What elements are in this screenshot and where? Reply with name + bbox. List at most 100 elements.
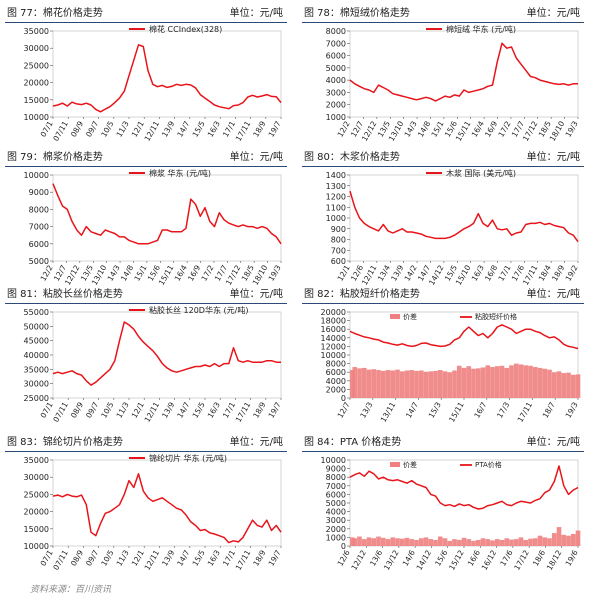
plot-frame: [52, 30, 282, 118]
spread-bar: [414, 370, 419, 398]
x-tick-label: 15/3: [427, 400, 443, 419]
y-tick-label: 7000: [29, 223, 49, 232]
y-tick-label: 2000: [326, 525, 346, 534]
spread-bar: [437, 536, 443, 546]
x-tick-label: 12/11: [143, 119, 162, 142]
chart-panel-nylon-chip: 图 83：锦纶切片价格走势 单位：元/吨 10000 15000 20000 2500…: [5, 435, 287, 575]
x-tick-label: 15/1: [429, 119, 445, 138]
x-tick-label: 11/3: [115, 119, 131, 138]
legend-label: 锦纶切片 华东 (元/吨): [149, 453, 227, 463]
spread-bar: [509, 539, 514, 546]
y-tick-label: 1100: [326, 203, 346, 212]
unit-label: 单位：元/吨: [229, 8, 283, 19]
unit-label: 单位：元/吨: [229, 289, 283, 300]
line-chart: 10000150002000025000300003500007/107/110…: [24, 453, 283, 572]
panel-header: 图 82：粘胶短纤价格走势 单位：元/吨: [302, 287, 584, 304]
y-tick-label: 25000: [24, 490, 49, 499]
x-tick-label: 18/9: [251, 119, 267, 138]
spread-bar: [556, 527, 562, 546]
line-chart: 6007008009001000110012001300140012/112/6…: [326, 168, 580, 287]
spread-bar: [485, 365, 491, 398]
x-tick-label: 13/3: [358, 400, 374, 419]
spread-bar: [537, 367, 543, 398]
spread-bar: [485, 539, 491, 546]
spread-bar: [395, 369, 400, 398]
y-tick-label: 10000: [24, 113, 49, 122]
x-tick-label: 18/12: [545, 548, 564, 571]
spread-bar: [428, 539, 434, 546]
x-tick-label: 13/9: [160, 548, 176, 567]
spread-bar: [423, 371, 429, 398]
spread-bar: [414, 539, 419, 546]
x-tick-label: 17/12: [512, 548, 531, 571]
legend-label-price: PTA价格: [475, 460, 502, 469]
chart-panel-viscose-staple: 图 82：粘胶短纤价格走势 单位：元/吨 0 2000 4000 6000 8000 10…: [302, 287, 584, 427]
x-tick-label: 08/9: [69, 119, 85, 138]
spread-bar: [575, 374, 581, 398]
x-tick-label: 17/11: [234, 119, 253, 142]
y-tick-label: 10000: [24, 171, 49, 180]
spread-bar: [461, 537, 467, 546]
line-chart: 0200040006000800010000120001400016000180…: [321, 308, 581, 424]
x-tick-label: 08/9: [69, 548, 85, 567]
y-tick-label: 6000: [326, 368, 346, 377]
y-tick-label: 16000: [321, 325, 346, 334]
y-tick-label: 25000: [24, 394, 49, 403]
x-tick-label: 16/9: [483, 119, 499, 138]
spread-bar: [461, 367, 467, 398]
y-tick-label: 6000: [29, 240, 49, 249]
series-line: [52, 44, 282, 113]
spread-bar: [504, 538, 510, 546]
spread-bar: [575, 530, 581, 546]
y-tick-label: 800: [331, 236, 346, 245]
x-tick-label: 13/9: [160, 119, 176, 138]
series-line: [349, 465, 579, 510]
x-tick-label: 14/3: [106, 263, 122, 282]
x-tick-label: 13/6: [368, 548, 384, 567]
spread-bar: [542, 368, 548, 398]
series-line: [52, 183, 282, 245]
spread-bar: [518, 537, 524, 546]
y-tick-label: 1000: [326, 214, 346, 223]
panel-header: 图 77：棉花价格走势 单位：元/吨: [5, 6, 287, 23]
x-tick-label: 15/5: [191, 400, 207, 419]
x-tick-label: 18/6: [531, 548, 547, 567]
spread-bar: [390, 370, 396, 398]
spread-bar: [357, 368, 362, 398]
line-chart: 2500030000350004000045000500005500007/10…: [24, 305, 283, 424]
y-tick-label: 3000: [326, 88, 346, 97]
panel-header: 图 80：木浆价格走势 单位：元/吨: [302, 150, 584, 167]
spread-bar: [409, 539, 415, 546]
y-tick-label: 9000: [29, 188, 49, 197]
line-chart: 10000150002000025000300003500007/107/110…: [24, 24, 283, 143]
spread-bar: [418, 370, 424, 398]
y-tick-label: 35000: [24, 365, 49, 374]
figure-title: 图 83：锦纶切片价格走势: [7, 437, 123, 448]
x-tick-label: 16/7: [472, 400, 488, 419]
x-tick-label: 17/11: [234, 548, 253, 571]
x-tick-label: 14/6: [401, 548, 417, 567]
y-tick-label: 14000: [321, 334, 346, 343]
x-tick-label: 16/3: [206, 119, 222, 138]
x-tick-label: 19/6: [564, 548, 580, 567]
chart-panel-wood-pulp: 图 80：木浆价格走势 单位：元/吨 600 700 800 900 1000 1100 1…: [302, 150, 584, 290]
source-note: 资料来源：百川资讯: [30, 585, 112, 595]
x-tick-label: 12/2: [39, 263, 55, 282]
spread-bar: [433, 539, 438, 546]
y-tick-label: 1000: [326, 533, 346, 542]
spread-bar: [551, 533, 557, 546]
spread-bar: [380, 537, 386, 546]
x-tick-label: 13/9: [389, 263, 405, 282]
x-tick-label: 16/9: [186, 263, 202, 282]
spread-bar: [518, 364, 524, 398]
x-tick-label: 14/12: [415, 548, 434, 571]
series-line: [52, 321, 281, 386]
y-tick-label: 2000: [326, 101, 346, 110]
spread-bar: [361, 367, 367, 398]
legend-label: 棉短绒 华东 (元/吨): [446, 24, 516, 34]
y-tick-label: 6000: [326, 52, 346, 61]
y-tick-label: 1400: [326, 171, 346, 180]
spread-bar: [566, 372, 571, 398]
spread-bar: [442, 538, 448, 546]
spread-bar: [528, 538, 533, 546]
